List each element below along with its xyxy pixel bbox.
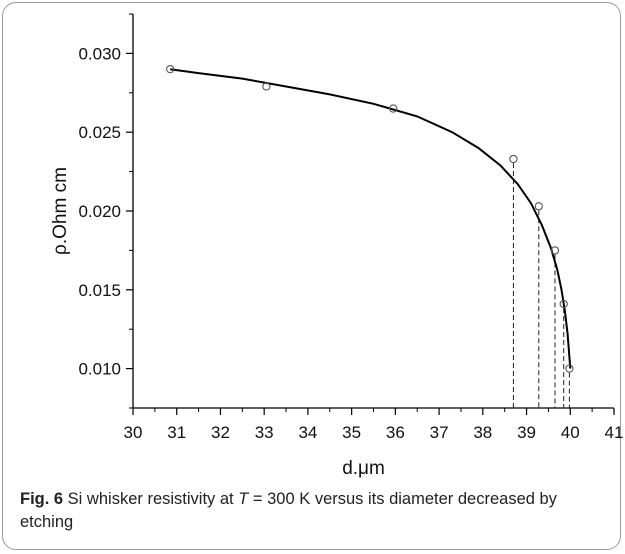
x-tick-label: 38: [473, 423, 492, 442]
data-point: [166, 65, 175, 74]
fit-curve: [170, 68, 572, 369]
caption-text-before: Si whisker resistivity at: [63, 490, 239, 508]
x-axis-title: d.μm: [342, 458, 385, 479]
data-point: [559, 299, 568, 309]
data-point: [565, 364, 574, 373]
x-tick-label: 30: [124, 423, 143, 442]
x-tick-label: 34: [298, 423, 317, 442]
x-tick-label: 41: [605, 423, 624, 442]
x-tick-label: 33: [255, 423, 274, 442]
x-tick-label: 31: [167, 423, 186, 442]
x-tick-label: 39: [517, 423, 536, 442]
y-tick-label: 0.010: [78, 360, 121, 379]
caption-label: Fig. 6: [20, 490, 64, 508]
x-tick-label: 32: [211, 423, 230, 442]
y-tick-label: 0.020: [78, 202, 121, 221]
y-axis-title: ρ.Ohm cm: [50, 167, 71, 255]
data-point: [262, 82, 271, 91]
caption-text-after: = 300 K versus its diameter decreased by…: [20, 490, 557, 531]
figure-caption: Fig. 6 Si whisker resistivity at T = 300…: [20, 488, 605, 534]
figure-frame: [2, 2, 621, 550]
y-tick-label: 0.030: [78, 44, 121, 63]
data-point: [389, 104, 398, 113]
data-point: [550, 246, 560, 255]
data-point: [534, 202, 543, 211]
x-tick-label: 40: [561, 423, 580, 442]
plot-area: 30 31 32 33 34 35 36 37 38 39 40 41 0.010 0.015 0.020 0…: [50, 13, 624, 479]
y-tick-label: 0.025: [78, 123, 121, 142]
x-tick-label: 35: [342, 423, 361, 442]
data-point: [509, 154, 518, 164]
caption-variable: T: [238, 490, 249, 508]
x-tick-label: 37: [430, 423, 449, 442]
resistivity-chart: 30 31 32 33 34 35 36 37 38 39 40 41 0.010 0.015 0.020 0…: [50, 13, 624, 479]
x-tick-label: 36: [386, 423, 405, 442]
y-tick-label: 0.015: [78, 281, 121, 300]
